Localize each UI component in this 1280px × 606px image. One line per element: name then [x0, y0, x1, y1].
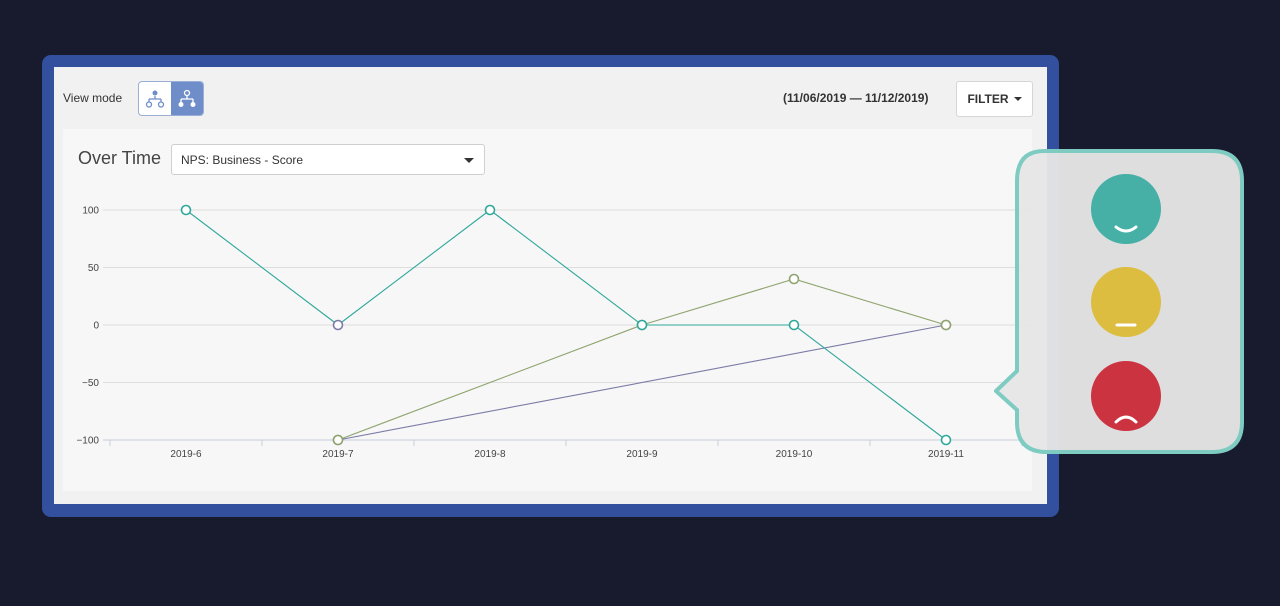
x-tick-label: 2019-7	[322, 449, 354, 460]
y-tick-label: 0	[93, 321, 99, 332]
x-tick-label: 2019-8	[474, 449, 506, 460]
chart-card: 100 50 0 −50 −100 2019-6 2019-7 2019-8 2019-9 201…	[63, 129, 1032, 491]
y-tick-label: 100	[82, 206, 99, 217]
caret-down-icon	[1013, 97, 1022, 101]
series-line	[337, 324, 947, 441]
dashboard-panel: View mode	[54, 67, 1047, 504]
happy-face-icon	[1091, 174, 1161, 244]
filter-button[interactable]: FILTER	[956, 81, 1033, 117]
data-point	[788, 273, 800, 285]
org-chart-icon	[178, 89, 196, 107]
chart-title: Over Time	[78, 148, 162, 168]
series-line	[185, 209, 947, 441]
metric-select-value: NPS: Business - Score	[181, 152, 304, 167]
hierarchy-view-button[interactable]	[139, 82, 171, 115]
view-mode-toggle	[138, 81, 204, 116]
hierarchy-icon	[145, 90, 165, 108]
date-range: (11/06/2019 — 11/12/2019)	[783, 91, 929, 105]
series-line	[337, 278, 947, 441]
y-tick-label: 50	[88, 263, 100, 274]
x-tick-label: 2019-9	[626, 449, 658, 460]
view-mode-label: View mode	[63, 91, 123, 105]
metric-select[interactable]: NPS: Business - Score	[171, 144, 485, 175]
x-tick-label: 2019-10	[776, 449, 813, 460]
neutral-face-icon	[1091, 267, 1161, 337]
x-tick-label: 2019-6	[170, 449, 202, 460]
data-point	[788, 319, 800, 331]
filter-label: FILTER	[967, 92, 1009, 106]
data-point	[332, 434, 344, 446]
data-point	[940, 319, 952, 331]
data-point	[484, 204, 496, 216]
toolbar: View mode	[54, 67, 1047, 129]
app-frame: View mode	[42, 55, 1059, 517]
data-point	[180, 204, 192, 216]
x-tick-label: 2019-11	[928, 449, 964, 460]
sad-face-icon	[1091, 361, 1161, 431]
sentiment-legend-bubble	[994, 148, 1246, 458]
y-tick-label: −50	[82, 378, 99, 389]
data-point	[332, 319, 344, 331]
data-point	[940, 434, 952, 446]
line-chart: 100 50 0 −50 −100 2019-6 2019-7 2019-8 2019-9 201…	[76, 204, 1032, 460]
data-point	[636, 319, 648, 331]
chevron-down-icon	[464, 158, 474, 163]
y-tick-label: −100	[76, 436, 99, 447]
flat-view-button[interactable]	[171, 82, 203, 115]
